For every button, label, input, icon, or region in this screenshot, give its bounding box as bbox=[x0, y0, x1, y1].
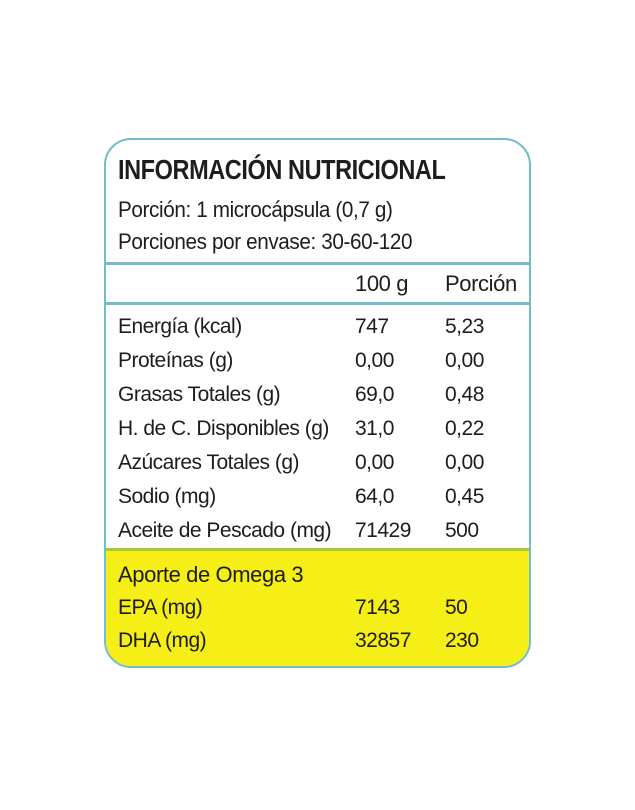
column-header-portion: Porción bbox=[445, 270, 517, 296]
table-row: EPA (mg) 7143 50 bbox=[106, 591, 529, 624]
omega3-section: Aporte de Omega 3 EPA (mg) 7143 50 DHA (… bbox=[106, 548, 529, 666]
column-header-row: 100 g Porción bbox=[106, 262, 529, 305]
nutrient-per-100g: 69,0 bbox=[355, 383, 394, 406]
label-header: INFORMACIÓN NUTRICIONAL Porción: 1 micro… bbox=[106, 140, 529, 262]
nutrient-per-portion: 230 bbox=[445, 628, 479, 652]
nutrient-name: Azúcares Totales (g) bbox=[118, 451, 300, 474]
nutrient-name: Energía (kcal) bbox=[118, 315, 242, 338]
nutrient-name: DHA (mg) bbox=[118, 628, 207, 652]
nutrient-per-100g: 0,00 bbox=[355, 349, 394, 372]
nutrient-per-portion: 0,48 bbox=[445, 383, 484, 406]
nutrient-per-portion: 500 bbox=[445, 519, 479, 542]
nutrient-per-portion: 0,00 bbox=[445, 349, 484, 372]
nutrition-label-card: INFORMACIÓN NUTRICIONAL Porción: 1 micro… bbox=[104, 138, 531, 668]
nutrient-per-100g: 71429 bbox=[355, 519, 411, 542]
servings-per-container-line: Porciones por envase: 30-60-120 bbox=[118, 229, 413, 254]
nutrient-per-portion: 0,22 bbox=[445, 417, 484, 440]
nutrient-per-100g: 0,00 bbox=[355, 451, 394, 474]
nutrient-name: EPA (mg) bbox=[118, 595, 203, 619]
label-title: INFORMACIÓN NUTRICIONAL bbox=[118, 154, 446, 185]
table-row: Aceite de Pescado (mg) 71429 500 bbox=[106, 514, 529, 548]
nutrient-name: Sodio (mg) bbox=[118, 485, 216, 508]
nutrient-per-100g: 7143 bbox=[355, 595, 400, 619]
column-header-100g: 100 g bbox=[355, 270, 409, 296]
nutrient-per-portion: 0,45 bbox=[445, 485, 484, 508]
nutrient-per-portion: 0,00 bbox=[445, 451, 484, 474]
nutrient-per-100g: 64,0 bbox=[355, 485, 394, 508]
nutrient-name: Grasas Totales (g) bbox=[118, 383, 281, 406]
table-row: Grasas Totales (g) 69,0 0,48 bbox=[106, 378, 529, 412]
serving-size-line: Porción: 1 microcápsula (0,7 g) bbox=[118, 197, 393, 222]
nutrient-per-100g: 31,0 bbox=[355, 417, 394, 440]
table-row: DHA (mg) 32857 230 bbox=[106, 624, 529, 657]
nutrient-per-portion: 5,23 bbox=[445, 315, 484, 338]
table-row: Sodio (mg) 64,0 0,45 bbox=[106, 480, 529, 514]
nutrient-per-portion: 50 bbox=[445, 595, 468, 619]
nutrient-name: Aceite de Pescado (mg) bbox=[118, 519, 332, 542]
nutrient-name: Proteínas (g) bbox=[118, 349, 233, 372]
nutrient-per-100g: 32857 bbox=[355, 628, 411, 652]
nutrient-table: Energía (kcal) 747 5,23 Proteínas (g) 0,… bbox=[106, 305, 529, 548]
nutrient-per-100g: 747 bbox=[355, 315, 389, 338]
table-row: Energía (kcal) 747 5,23 bbox=[106, 310, 529, 344]
nutrient-name: H. de C. Disponibles (g) bbox=[118, 417, 329, 440]
table-row: H. de C. Disponibles (g) 31,0 0,22 bbox=[106, 412, 529, 446]
table-row: Proteínas (g) 0,00 0,00 bbox=[106, 344, 529, 378]
table-row: Azúcares Totales (g) 0,00 0,00 bbox=[106, 446, 529, 480]
omega3-heading: Aporte de Omega 3 bbox=[118, 562, 304, 587]
